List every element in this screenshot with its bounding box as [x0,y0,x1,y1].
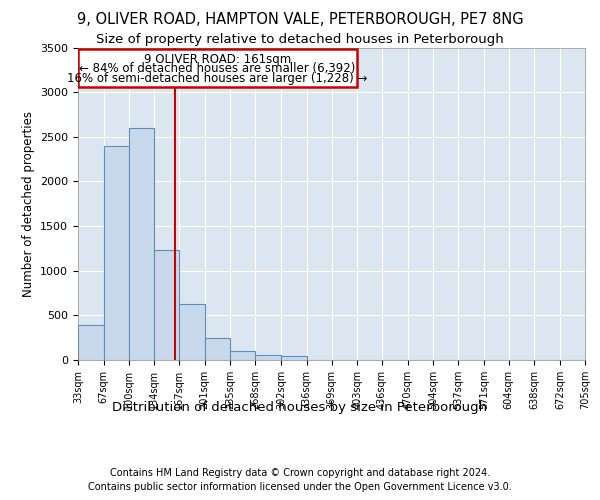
Bar [255,354,281,360]
Bar [230,351,255,360]
Text: Size of property relative to detached houses in Peterborough: Size of property relative to detached ho… [96,32,504,46]
FancyBboxPatch shape [78,50,357,87]
Bar [205,338,230,360]
Text: ← 84% of detached houses are smaller (6,392): ← 84% of detached houses are smaller (6,… [79,62,356,75]
Text: Contains HM Land Registry data © Crown copyright and database right 2024.: Contains HM Land Registry data © Crown c… [110,468,490,477]
Bar [78,325,104,360]
Bar [154,250,179,360]
Bar [281,356,307,360]
Bar [179,304,205,360]
Text: 9, OLIVER ROAD, HAMPTON VALE, PETERBOROUGH, PE7 8NG: 9, OLIVER ROAD, HAMPTON VALE, PETERBOROU… [77,12,523,28]
Bar [128,128,154,360]
Text: Distribution of detached houses by size in Peterborough: Distribution of detached houses by size … [112,401,488,414]
Text: 16% of semi-detached houses are larger (1,228) →: 16% of semi-detached houses are larger (… [67,72,368,85]
Bar [104,146,128,360]
Y-axis label: Number of detached properties: Number of detached properties [22,111,35,296]
Text: Contains public sector information licensed under the Open Government Licence v3: Contains public sector information licen… [88,482,512,492]
Text: 9 OLIVER ROAD: 161sqm: 9 OLIVER ROAD: 161sqm [144,52,291,66]
